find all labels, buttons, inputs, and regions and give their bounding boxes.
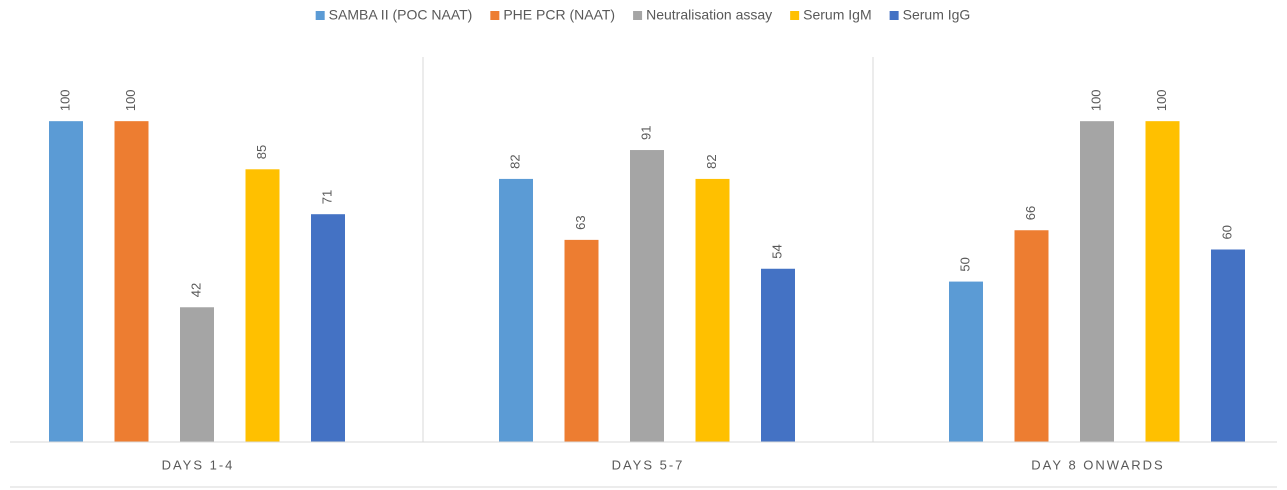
bar xyxy=(1145,121,1180,443)
bar xyxy=(114,121,149,443)
data-label: 54 xyxy=(769,244,784,258)
bar xyxy=(564,239,599,442)
bar xyxy=(695,178,730,442)
data-label: 85 xyxy=(254,145,269,159)
legend-label: Serum IgG xyxy=(903,7,971,23)
bar xyxy=(499,178,533,442)
legend-swatch xyxy=(889,11,899,20)
x-tick-label: DAYS 1-4 xyxy=(162,457,235,472)
data-label: 71 xyxy=(319,190,334,204)
bar xyxy=(311,214,345,442)
bar xyxy=(49,121,83,443)
legend-swatch xyxy=(633,11,643,20)
data-label: 100 xyxy=(123,89,138,111)
data-label: 82 xyxy=(704,154,719,168)
data-label: 63 xyxy=(573,215,588,229)
data-label: 100 xyxy=(1088,89,1103,111)
data-label: 82 xyxy=(507,154,522,168)
legend-swatch xyxy=(790,11,800,20)
data-label: 91 xyxy=(638,126,653,140)
bar xyxy=(1014,230,1049,442)
legend-label: Neutralisation assay xyxy=(646,7,772,23)
legend-label: Serum IgM xyxy=(803,7,871,23)
x-tick-label: DAY 8 ONWARDS xyxy=(1031,457,1164,472)
bar xyxy=(180,307,214,442)
data-label: 100 xyxy=(57,89,72,111)
data-label: 50 xyxy=(957,257,972,271)
bar xyxy=(1080,121,1114,443)
legend-swatch xyxy=(315,11,325,20)
data-label: 42 xyxy=(188,283,203,297)
data-label: 66 xyxy=(1023,206,1038,220)
legend-swatch xyxy=(490,11,500,20)
bar xyxy=(761,268,795,442)
bar xyxy=(949,281,983,442)
bar xyxy=(630,150,664,442)
data-label: 60 xyxy=(1219,225,1234,239)
legend: SAMBA II (POC NAAT) PHE PCR (NAAT) Neutral… xyxy=(315,7,971,23)
legend-label: PHE PCR (NAAT) xyxy=(503,7,615,23)
bar xyxy=(1211,249,1245,442)
x-tick-label: DAYS 5-7 xyxy=(612,457,685,472)
data-label: 100 xyxy=(1154,89,1169,111)
bar xyxy=(245,169,280,442)
legend-label: SAMBA II (POC NAAT) xyxy=(329,7,473,23)
